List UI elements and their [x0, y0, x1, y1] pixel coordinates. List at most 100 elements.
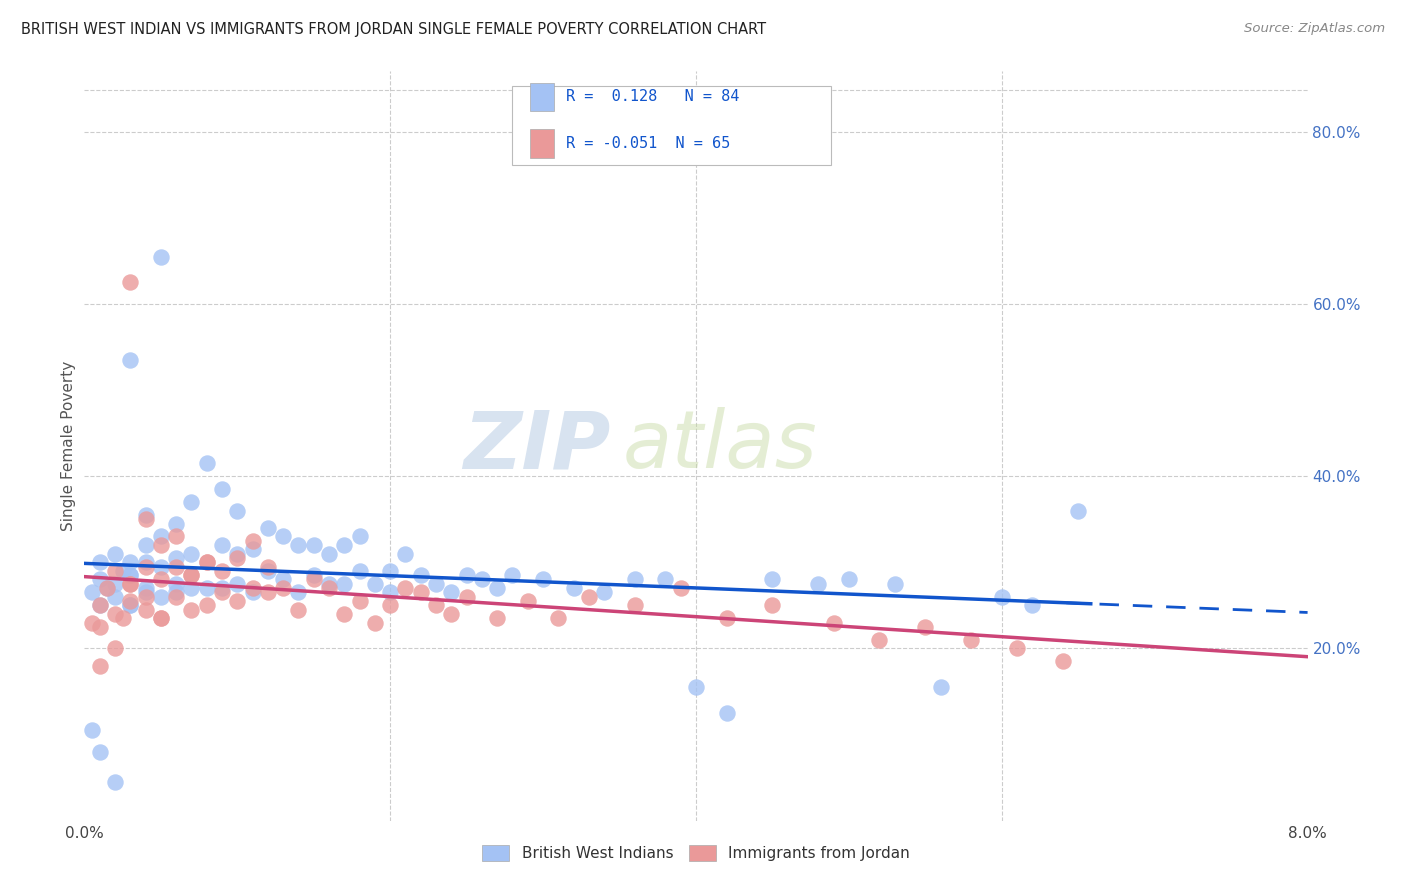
Point [823, 615, 845, 630]
Point [180, 547, 202, 561]
Point [180, 581, 202, 595]
Point [80, 585, 103, 599]
Point [456, 590, 478, 604]
Point [685, 680, 707, 694]
Point [211, 585, 233, 599]
Point [914, 620, 936, 634]
Point [104, 590, 127, 604]
Point [120, 599, 142, 613]
Point [883, 576, 905, 591]
Point [96, 581, 118, 595]
Point [1067, 503, 1090, 517]
Point [440, 585, 463, 599]
Point [135, 555, 157, 569]
Point [486, 611, 509, 625]
Point [271, 529, 294, 543]
Point [195, 581, 218, 595]
Point [149, 611, 172, 625]
Point [302, 568, 325, 582]
Text: R =  0.128   N = 84: R = 0.128 N = 84 [567, 89, 740, 104]
Point [120, 568, 142, 582]
Point [149, 529, 172, 543]
Point [287, 538, 309, 552]
Bar [513, 87, 831, 165]
Bar [530, 129, 554, 158]
Point [195, 555, 218, 569]
Point [242, 585, 264, 599]
Point [211, 538, 233, 552]
Point [165, 529, 187, 543]
Point [120, 594, 142, 608]
Point [394, 581, 416, 595]
Point [409, 568, 432, 582]
Point [516, 594, 538, 608]
Point [149, 559, 172, 574]
Point [380, 585, 402, 599]
Point [960, 632, 983, 647]
Point [211, 581, 233, 595]
Point [502, 568, 524, 582]
Point [89, 599, 111, 613]
Point [287, 585, 309, 599]
Point [104, 641, 127, 656]
Point [562, 581, 585, 595]
Point [180, 568, 202, 582]
Point [716, 706, 738, 720]
Point [135, 559, 157, 574]
Point [120, 555, 142, 569]
Point [257, 559, 280, 574]
Point [120, 352, 142, 367]
Point [180, 495, 202, 509]
Point [165, 576, 187, 591]
Point [120, 276, 142, 290]
Point [149, 590, 172, 604]
Point [104, 576, 127, 591]
Point [654, 573, 676, 587]
Point [456, 568, 478, 582]
Point [333, 576, 356, 591]
Point [257, 521, 280, 535]
Text: R = -0.051  N = 65: R = -0.051 N = 65 [567, 136, 731, 151]
Point [624, 573, 647, 587]
Point [1021, 599, 1043, 613]
Point [318, 581, 340, 595]
Point [89, 555, 111, 569]
Point [149, 611, 172, 625]
Point [531, 573, 554, 587]
Point [333, 607, 356, 621]
Point [1052, 654, 1074, 668]
Point [211, 482, 233, 496]
Point [409, 585, 432, 599]
Point [364, 576, 387, 591]
Point [195, 555, 218, 569]
Point [120, 576, 142, 591]
Point [195, 599, 218, 613]
Point [547, 611, 569, 625]
Point [807, 576, 830, 591]
Point [593, 585, 616, 599]
Point [89, 573, 111, 587]
Point [165, 585, 187, 599]
Point [242, 542, 264, 557]
Point [104, 607, 127, 621]
Point [257, 585, 280, 599]
Point [135, 602, 157, 616]
Point [135, 508, 157, 522]
Point [80, 615, 103, 630]
Point [195, 456, 218, 470]
Point [120, 576, 142, 591]
Point [104, 547, 127, 561]
Text: BRITISH WEST INDIAN VS IMMIGRANTS FROM JORDAN SINGLE FEMALE POVERTY CORRELATION : BRITISH WEST INDIAN VS IMMIGRANTS FROM J… [21, 22, 766, 37]
Point [120, 599, 142, 613]
Point [242, 581, 264, 595]
Point [302, 573, 325, 587]
Point [226, 547, 249, 561]
Point [165, 559, 187, 574]
Point [149, 573, 172, 587]
Point [135, 590, 157, 604]
Point [96, 581, 118, 595]
Point [89, 620, 111, 634]
Point [257, 564, 280, 578]
Y-axis label: Single Female Poverty: Single Female Poverty [60, 361, 76, 531]
Point [440, 607, 463, 621]
